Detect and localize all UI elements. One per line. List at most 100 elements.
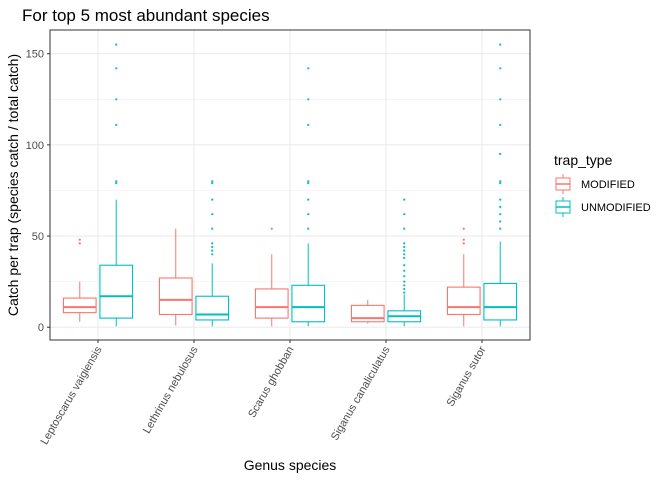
outlier-point bbox=[499, 67, 502, 70]
outlier-point bbox=[307, 182, 310, 185]
outlier-point bbox=[403, 280, 406, 283]
outlier-point bbox=[115, 98, 118, 101]
outlier-point bbox=[403, 256, 406, 260]
outlier-point bbox=[307, 180, 310, 183]
outlier-point bbox=[403, 264, 406, 267]
outlier-point bbox=[307, 123, 310, 126]
chart-title: For top 5 most abundant species bbox=[22, 6, 270, 25]
outlier-point bbox=[403, 245, 406, 249]
outlier-point bbox=[307, 227, 310, 230]
y-tick-label: 150 bbox=[26, 49, 44, 61]
legend-title: trap_type bbox=[554, 152, 613, 168]
outlier-point bbox=[403, 253, 406, 256]
box-iqr bbox=[483, 282, 518, 321]
x-tick-label: Siganus canaliculatus bbox=[329, 344, 393, 443]
outlier-point bbox=[499, 220, 502, 223]
outlier-point bbox=[499, 123, 502, 126]
outlier-point bbox=[462, 242, 465, 245]
legend: trap_type MODIFIED UNMODIFIED bbox=[554, 152, 651, 217]
x-tick-label: Scarus ghobban bbox=[246, 345, 296, 420]
outlier-point bbox=[403, 198, 406, 201]
box-iqr bbox=[254, 288, 289, 319]
outlier-point bbox=[499, 180, 502, 183]
series-unmodified bbox=[99, 43, 518, 327]
outlier-point bbox=[403, 287, 406, 291]
outlier-point bbox=[499, 213, 502, 216]
x-axis-title: Genus species bbox=[244, 457, 337, 473]
box-unmodified bbox=[483, 43, 518, 327]
outlier-point bbox=[403, 213, 406, 216]
box-iqr bbox=[195, 295, 230, 321]
outlier-point bbox=[78, 242, 81, 245]
outlier-point bbox=[403, 242, 406, 245]
outlier-point bbox=[403, 284, 406, 287]
outlier-point bbox=[211, 253, 214, 256]
x-tick-label: Lethrinus nebulosus bbox=[141, 344, 201, 436]
box-unmodified bbox=[99, 43, 134, 327]
outlier-point bbox=[115, 43, 118, 46]
outlier-point bbox=[78, 238, 81, 241]
outlier-point bbox=[211, 242, 214, 245]
outlier-point bbox=[499, 182, 502, 185]
box-modified bbox=[254, 227, 289, 327]
series-modified bbox=[62, 227, 481, 327]
outlier-point bbox=[499, 227, 502, 230]
box-modified bbox=[446, 227, 481, 327]
outlier-point bbox=[462, 227, 465, 230]
outlier-point bbox=[211, 213, 214, 216]
box-series bbox=[62, 43, 518, 327]
box-iqr bbox=[62, 297, 97, 314]
grid-lines bbox=[50, 30, 530, 340]
outlier-point bbox=[499, 98, 502, 101]
outlier-point bbox=[211, 182, 214, 185]
y-tick-label: 50 bbox=[32, 231, 44, 243]
outlier-point bbox=[307, 213, 310, 216]
legend-key-unmodified bbox=[555, 197, 571, 217]
box-iqr bbox=[446, 286, 481, 316]
outlier-point bbox=[211, 180, 214, 183]
outlier-point bbox=[462, 238, 465, 241]
outlier-point bbox=[211, 227, 214, 230]
box-unmodified bbox=[387, 198, 422, 327]
outlier-point bbox=[115, 123, 118, 126]
outlier-point bbox=[307, 98, 310, 101]
outlier-point bbox=[499, 198, 502, 201]
outlier-point bbox=[115, 180, 118, 183]
legend-label: UNMODIFIED bbox=[581, 202, 651, 214]
outlier-point bbox=[499, 205, 502, 208]
outlier-point bbox=[403, 249, 406, 252]
box-modified bbox=[350, 299, 385, 324]
outlier-point bbox=[403, 275, 406, 278]
outlier-point bbox=[115, 67, 118, 70]
outlier-point bbox=[211, 245, 214, 249]
outlier-point bbox=[307, 198, 310, 201]
outlier-point bbox=[115, 182, 118, 185]
y-tick-label: 100 bbox=[26, 140, 44, 152]
outlier-point bbox=[403, 227, 406, 230]
box-modified bbox=[62, 238, 97, 322]
outlier-point bbox=[403, 291, 406, 294]
box-iqr bbox=[291, 284, 326, 323]
box-iqr bbox=[350, 304, 385, 323]
box-unmodified bbox=[195, 180, 230, 327]
box-modified bbox=[158, 228, 193, 326]
outlier-point bbox=[270, 227, 273, 230]
legend-label: MODIFIED bbox=[581, 179, 635, 191]
y-axis: 0 50 100 150 bbox=[26, 49, 50, 334]
outlier-point bbox=[499, 152, 502, 156]
box-iqr bbox=[99, 264, 134, 319]
outlier-point bbox=[307, 67, 310, 70]
x-tick-label: Siganus sutor bbox=[445, 344, 489, 409]
box-iqr bbox=[158, 277, 193, 316]
outlier-point bbox=[211, 198, 214, 201]
legend-key-modified bbox=[555, 174, 571, 194]
y-axis-title: Catch per trap (species catch / total ca… bbox=[5, 54, 21, 316]
x-tick-label: Leptoscarus vaigiensis bbox=[39, 344, 105, 447]
outlier-point bbox=[499, 43, 502, 46]
x-axis: Leptoscarus vaigiensis Lethrinus nebulosu… bbox=[39, 340, 489, 447]
outlier-point bbox=[403, 269, 406, 272]
y-tick-label: 0 bbox=[38, 322, 44, 334]
box-unmodified bbox=[291, 67, 326, 327]
outlier-point bbox=[211, 249, 214, 252]
